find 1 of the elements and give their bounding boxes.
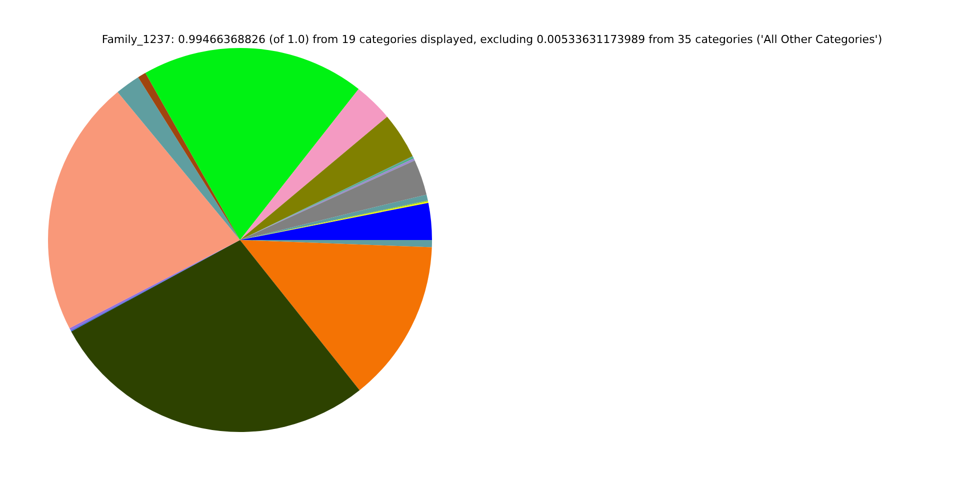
text: Family_1237: 0.99466368826 (of 1.0) from 19 categories displayed, excluding 0.00533631173989 from 35 categories ('All Other Categories'): [102, 32, 882, 46]
